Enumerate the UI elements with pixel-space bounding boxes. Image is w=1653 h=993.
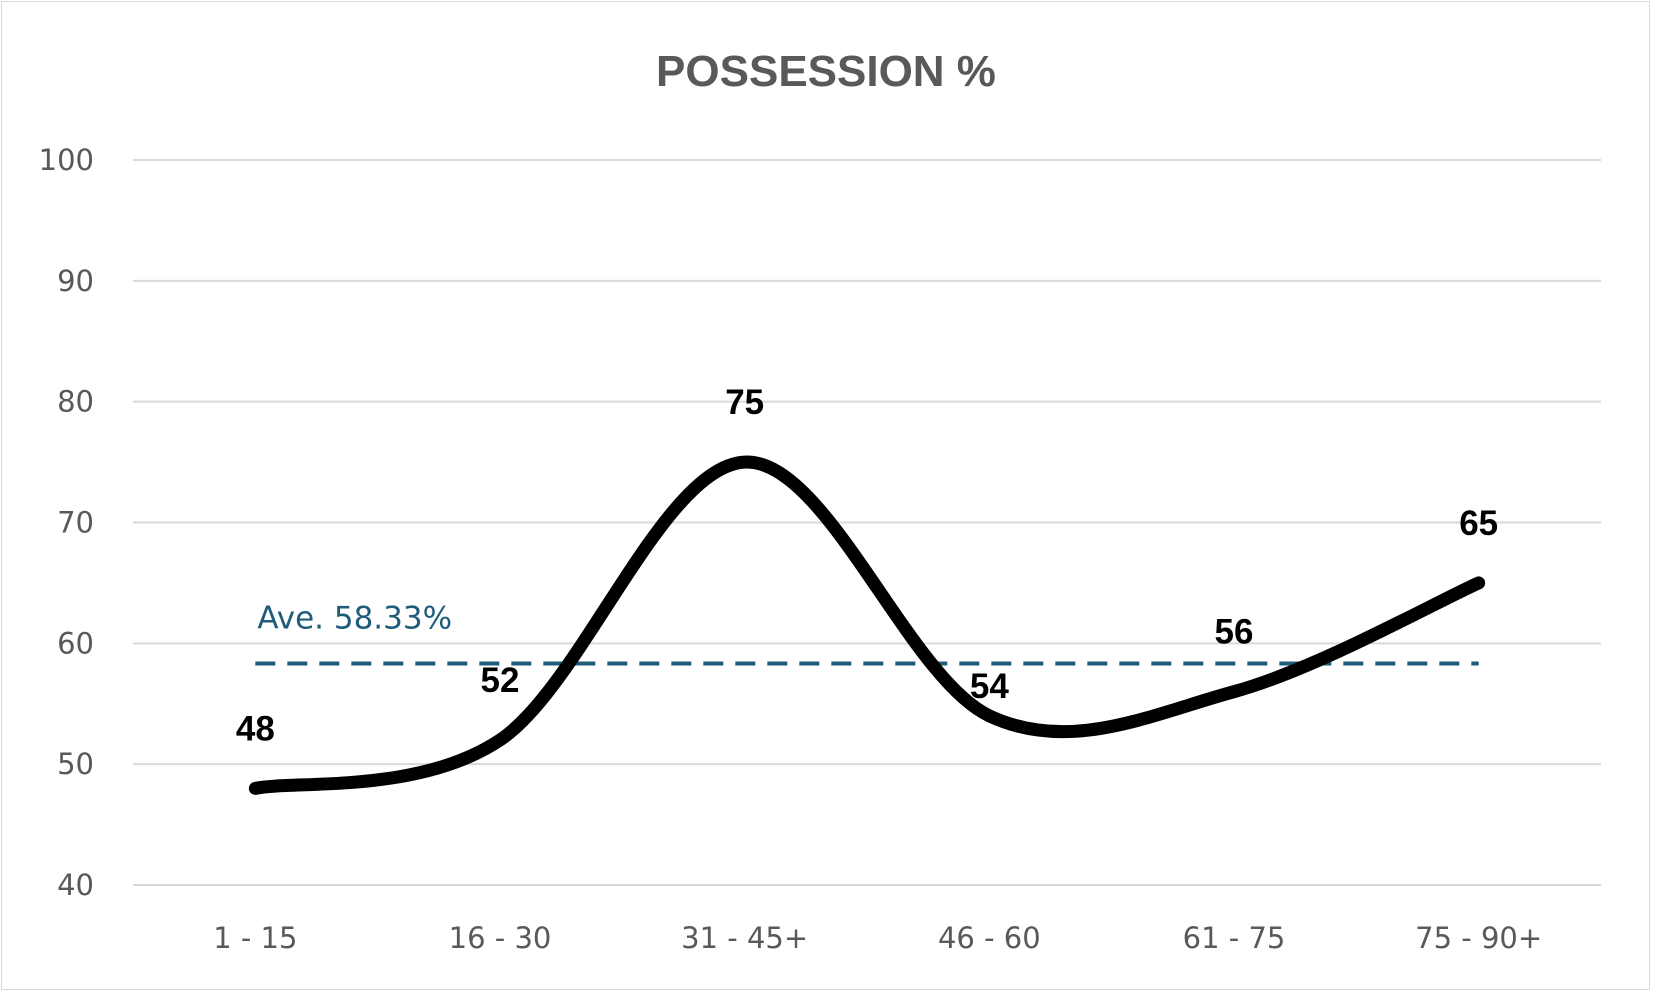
x-tick-label: 46 - 60 (938, 921, 1041, 955)
data-label: 54 (970, 667, 1009, 706)
y-tick-label: 50 (57, 747, 94, 781)
y-tick-label: 100 (39, 143, 94, 177)
y-tick-label: 60 (57, 626, 94, 660)
data-label: 65 (1459, 504, 1498, 543)
x-axis-ticks: 1 - 15 16 - 30 31 - 45+ 46 - 60 61 - 75 75 - … (213, 921, 1542, 955)
y-tick-label: 80 (57, 385, 94, 419)
series-group (248, 455, 1486, 795)
average-line-label: Ave. 58.33% (257, 601, 452, 637)
data-label: 75 (725, 383, 764, 422)
y-tick-label: 40 (57, 868, 94, 902)
data-labels: 48 52 75 54 56 65 (236, 383, 1498, 748)
series-line (248, 455, 1486, 795)
x-tick-label: 1 - 15 (213, 921, 297, 955)
y-tick-label: 90 (57, 264, 94, 298)
x-tick-label: 75 - 90+ (1415, 921, 1542, 955)
x-tick-label: 61 - 75 (1183, 921, 1286, 955)
data-label: 48 (236, 709, 275, 748)
data-label: 56 (1215, 613, 1254, 652)
x-tick-label: 16 - 30 (449, 921, 552, 955)
average-line-group: Ave. 58.33% (255, 601, 1479, 666)
data-label: 52 (481, 661, 520, 700)
x-tick-label: 31 - 45+ (681, 921, 808, 955)
y-axis-ticks: 40 50 60 70 80 90 100 (39, 143, 94, 902)
chart-title: POSSESSION % (656, 47, 996, 96)
y-tick-label: 70 (57, 506, 94, 540)
